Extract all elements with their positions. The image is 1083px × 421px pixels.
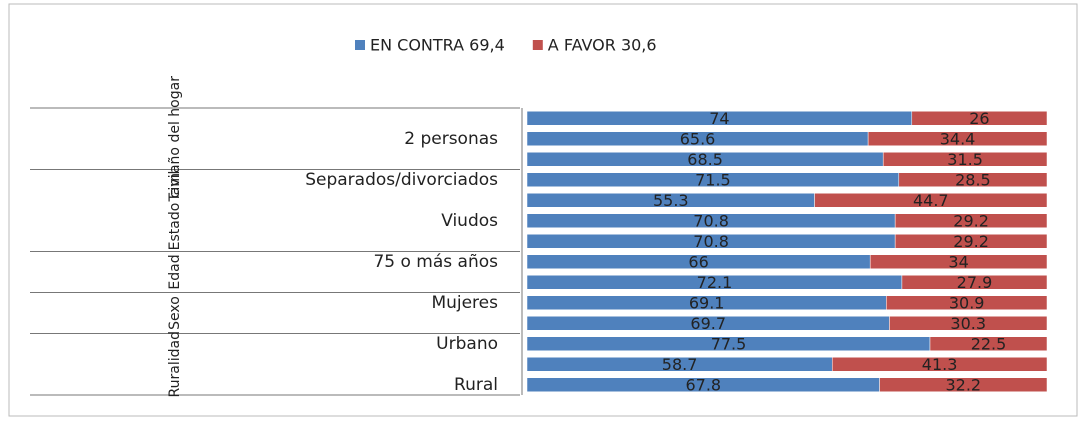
value-label: 69.1 <box>689 293 725 312</box>
value-label: 31.5 <box>947 150 983 169</box>
legend-swatch <box>532 40 543 50</box>
bar-segment <box>901 275 1048 290</box>
value-label: 29.2 <box>953 232 989 251</box>
bar-segment <box>867 131 1048 146</box>
group-label: Edad <box>167 254 183 289</box>
value-label: 66 <box>688 252 708 271</box>
bar-segment <box>929 336 1048 351</box>
bar-segment <box>814 193 1048 208</box>
category-label: Mujeres <box>431 293 498 313</box>
value-label: 58.7 <box>662 355 698 374</box>
value-label: 70.8 <box>693 232 729 251</box>
value-label: 72.1 <box>697 273 733 292</box>
legend-label: A FAVOR 30,6 <box>548 36 657 55</box>
value-label: 68.5 <box>687 150 723 169</box>
bar-segment <box>882 152 1048 167</box>
category-label: Separados/divorciados <box>305 170 498 190</box>
value-label: 34 <box>948 252 968 271</box>
category-label: 75 o más años <box>373 252 498 272</box>
value-label: 71.5 <box>695 170 731 189</box>
value-label: 34.4 <box>940 129 976 148</box>
bar-segment <box>831 357 1048 372</box>
legend-swatch <box>355 40 365 50</box>
group-label: Estado civil <box>167 171 183 251</box>
value-label: 77.5 <box>711 334 747 353</box>
value-label: 67.8 <box>685 375 721 394</box>
value-label: 29.2 <box>953 211 989 230</box>
bar-segment <box>911 111 1048 126</box>
bar-segment <box>894 234 1048 249</box>
value-label: 55.3 <box>653 191 689 210</box>
value-label: 32.2 <box>945 375 981 394</box>
value-label: 22.5 <box>971 334 1007 353</box>
group-label: Tamaño del hogar <box>167 76 183 203</box>
value-label: 28.5 <box>955 170 991 189</box>
value-label: 44.7 <box>913 191 949 210</box>
value-label: 26 <box>969 109 989 128</box>
bar-segment <box>869 254 1048 269</box>
bar-segment <box>879 377 1048 392</box>
category-label: Urbano <box>436 334 498 354</box>
category-label: Rural <box>454 375 498 395</box>
group-label: Sexo <box>167 296 183 330</box>
group-label: Ruralidad <box>167 331 183 397</box>
bar-segment <box>894 213 1048 228</box>
value-label: 30.9 <box>949 293 985 312</box>
bar-segment <box>889 316 1048 331</box>
bar-segment <box>886 295 1048 310</box>
legend-label: EN CONTRA 69,4 <box>370 36 505 55</box>
value-label: 69.7 <box>690 314 726 333</box>
value-label: 70.8 <box>693 211 729 230</box>
value-label: 74 <box>709 109 729 128</box>
value-label: 27.9 <box>957 273 993 292</box>
bar-segment <box>898 172 1048 187</box>
category-label: 2 personas <box>404 129 498 149</box>
category-label: Viudos <box>441 211 498 231</box>
value-label: 65.6 <box>680 129 716 148</box>
value-label: 41.3 <box>922 355 958 374</box>
value-label: 30.3 <box>950 314 986 333</box>
